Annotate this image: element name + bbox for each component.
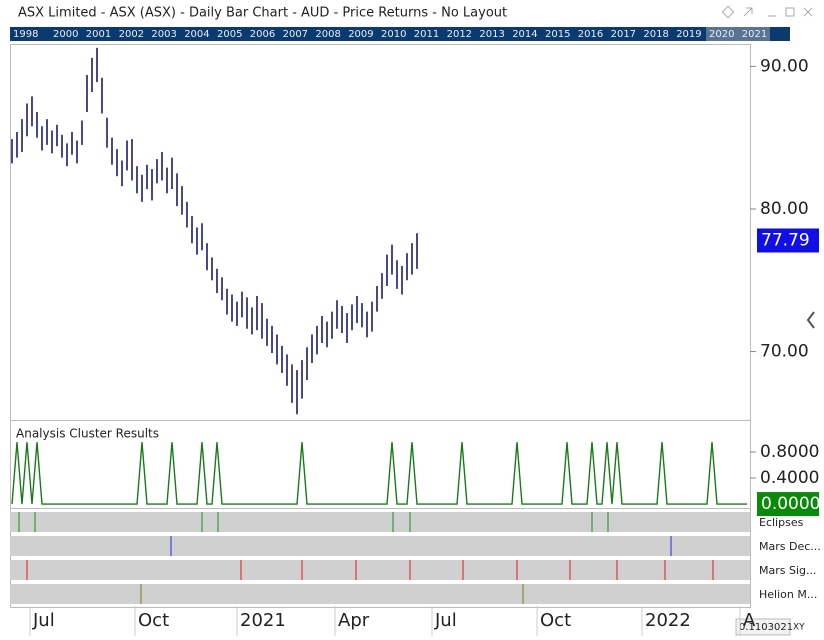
year-label: 2011	[414, 29, 439, 40]
last-value-label: 0.0000	[761, 494, 820, 514]
close-button[interactable]	[803, 7, 813, 17]
last-value-box	[757, 228, 819, 253]
coordinate-mode[interactable]: XY	[793, 623, 805, 633]
last-value-label: 77.79	[761, 230, 810, 250]
y-tick-label: 0.4000	[760, 468, 819, 488]
x-tick-label: 2021	[240, 610, 286, 631]
y-tick-label: 90.00	[760, 56, 809, 76]
collapse-button[interactable]	[806, 311, 815, 329]
strip-label: Helion M...	[759, 588, 817, 601]
event-strip	[10, 584, 750, 604]
x-tick-label: Apr	[338, 610, 370, 631]
strip-label: Eclipses	[759, 516, 804, 529]
coordinate-box	[735, 618, 791, 636]
y-tick-label: 0.8000	[760, 442, 819, 462]
year-label: 2010	[381, 29, 406, 40]
x-tick-label: 2022	[645, 610, 691, 631]
year-label: 2008	[315, 29, 340, 40]
year-label: 1998	[13, 29, 38, 40]
strip-label: Mars Sig...	[759, 564, 817, 577]
year-label: 2017	[611, 29, 636, 40]
event-strip	[10, 536, 750, 556]
last-value-box	[757, 492, 819, 517]
year-label: 2020	[709, 29, 734, 40]
year-label: 2007	[283, 29, 308, 40]
cluster-line	[11, 442, 747, 505]
y-tick-label: 80.00	[760, 199, 809, 219]
year-label: 2006	[250, 29, 275, 40]
plot-frame	[10, 44, 751, 608]
y-tick-label: 70.00	[760, 342, 809, 362]
year-label: 2019	[676, 29, 701, 40]
year-label: 2005	[217, 29, 242, 40]
x-tick-label: Jul	[434, 610, 457, 631]
year-label: 2014	[512, 29, 537, 40]
x-tick-label: Jul	[32, 610, 55, 631]
strip-label: Mars Dec...	[759, 540, 821, 553]
event-strip	[10, 560, 750, 580]
year-label: 2000	[53, 29, 78, 40]
year-label: 2003	[151, 29, 176, 40]
year-label: 2002	[119, 29, 144, 40]
x-tick-label: Oct	[540, 610, 571, 631]
year-label: 2001	[86, 29, 111, 40]
coordinate-value: 0.1103021	[739, 622, 793, 633]
year-selection[interactable]	[706, 27, 770, 41]
maximize-button[interactable]	[785, 7, 795, 17]
year-label: 2013	[479, 29, 504, 40]
window-title: ASX Limited - ASX (ASX) - Daily Bar Char…	[18, 6, 507, 21]
year-label: 2004	[184, 29, 209, 40]
float-button[interactable]	[721, 5, 735, 19]
year-label: 2021	[742, 29, 767, 40]
year-label: 2015	[545, 29, 570, 40]
year-strip[interactable]	[10, 27, 790, 41]
window-buttons[interactable]	[721, 5, 813, 19]
year-label: 2012	[447, 29, 472, 40]
pin-button[interactable]	[743, 7, 753, 17]
event-strip	[10, 512, 750, 532]
x-tick-label: Oct	[138, 610, 169, 631]
year-label: 2018	[643, 29, 668, 40]
panel-title: Analysis Cluster Results	[16, 427, 159, 441]
year-label: 2016	[578, 29, 603, 40]
year-label: 2009	[348, 29, 373, 40]
x-tick-label: A	[743, 610, 756, 631]
